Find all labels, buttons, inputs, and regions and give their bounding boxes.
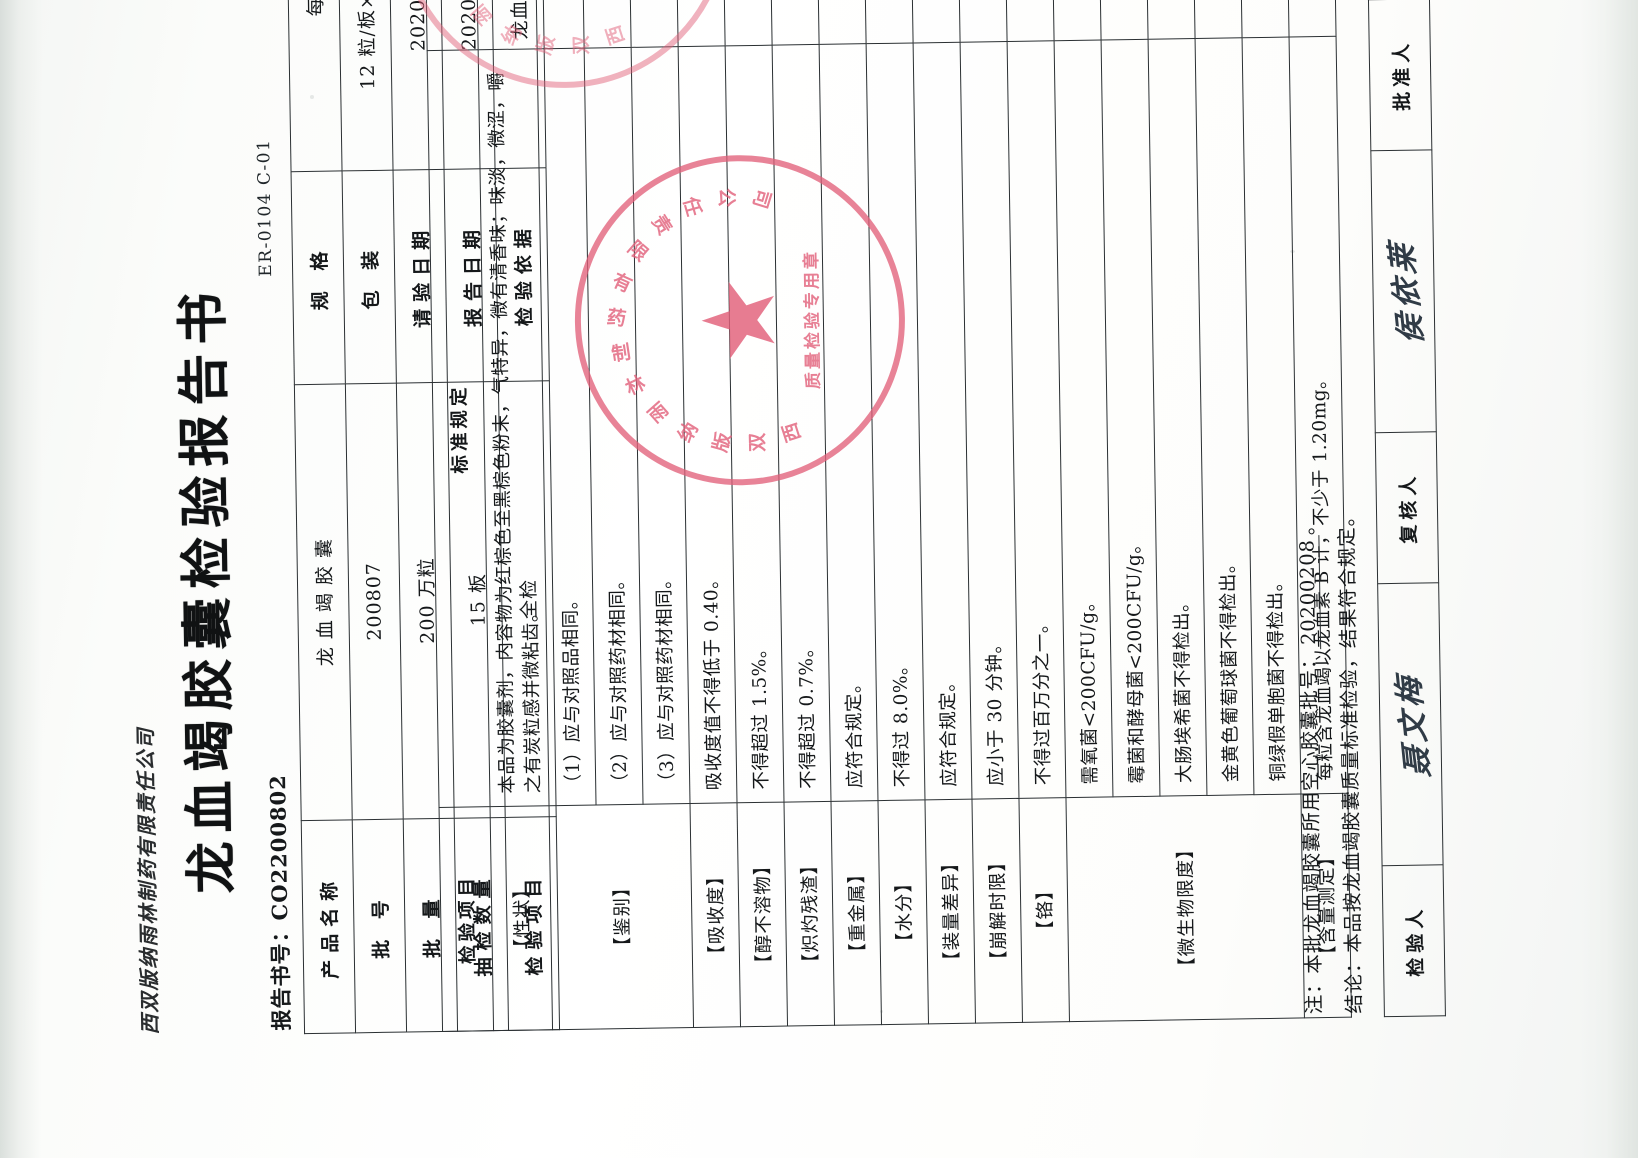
product-name-label: 产品名称 <box>301 820 356 1034</box>
scan-speck <box>880 1010 883 1013</box>
form-code: ER-0104 C-01 <box>254 138 277 277</box>
test-item-name: 【铬】 <box>1018 797 1070 1023</box>
test-result: 0.7% <box>720 0 773 47</box>
test-item-name: 【性状】 <box>490 805 553 1031</box>
signature-table: 检验人 聂文梅 复核人 侯依莱 批准人 李玉蓉 <box>1364 0 1446 1017</box>
reviewer-label: 复核人 <box>1375 431 1439 584</box>
scan-speck <box>1290 250 1295 253</box>
test-item-name: 【崩解时限】 <box>971 798 1023 1024</box>
test-result: <10CFU/g <box>1096 0 1149 41</box>
test-item-name: 【吸收度】 <box>690 802 741 1028</box>
report-title: 龙血竭胶囊检验报告书 <box>172 283 243 895</box>
product-name-value: 龙 血 竭 胶 囊 <box>294 383 353 821</box>
scan-edge-shadow-right <box>1580 0 1638 1158</box>
test-item-name: 【鉴别】 <box>549 803 694 1030</box>
spec-value: 每粒装 0.3 克 <box>284 0 343 172</box>
test-result: 符合规定 <box>908 0 961 44</box>
reviewer-signature: 侯依莱 <box>1370 149 1437 433</box>
batch-no-value: 200807 <box>345 382 404 821</box>
conclusion-label: 结论： <box>1341 952 1366 1014</box>
test-result: <10CFU/g <box>1049 0 1102 41</box>
test-result: 符合规定 <box>473 0 538 51</box>
note-text: 本批龙血竭胶囊所用空心胶囊批号： <box>1297 648 1326 974</box>
test-result: 符合规定 <box>532 0 585 50</box>
test-item-name: 【重金属】 <box>830 800 882 1026</box>
test-result: 符合规定 <box>1143 0 1196 40</box>
batch-no-label: 批 号 <box>352 819 407 1033</box>
test-result: 符合规定 <box>814 0 867 45</box>
test-result: 符合规定 <box>579 0 632 49</box>
test-item-name: 【装量差异】 <box>924 798 976 1024</box>
inspector-label: 检验人 <box>1382 864 1446 1017</box>
spec-label: 规 格 <box>291 170 346 385</box>
package-value: 12 粒/板×3 板/盒×200 盒/件 <box>335 0 394 171</box>
col-header-result: 检验结果 <box>422 0 479 51</box>
package-label: 包 装 <box>342 169 397 384</box>
handwritten-signature: 侯依莱 <box>1384 238 1431 345</box>
note-capsule-batch: 20200208 <box>1295 535 1322 650</box>
report-number-label: 报告书号： <box>267 920 295 1031</box>
test-result: 12 分钟 <box>955 0 1008 43</box>
scan-edge-shadow-left <box>0 0 42 1158</box>
test-result: 符合规定 <box>626 0 679 48</box>
test-result: 百万分之 0.3 <box>1002 0 1055 42</box>
results-table: 检验项目 标准规定 检验结果 【性状】本品为胶囊剂，内容物为红棕色至黑棕色粉末，… <box>422 0 1352 1032</box>
table-row: 检验人 聂文梅 复核人 侯依莱 批准人 李玉蓉 <box>1364 0 1446 1017</box>
test-item-name: 【炽灼残渣】 <box>783 801 835 1027</box>
test-result: 4.6% <box>861 0 914 44</box>
note-suffix: 。 <box>1295 514 1319 536</box>
test-result: 0.6% <box>767 0 820 46</box>
inspector-signature: 聂文梅 <box>1377 582 1444 866</box>
test-item-name: 【微生物限度】 <box>1065 793 1305 1022</box>
test-item-name: 【水分】 <box>877 799 929 1025</box>
company-name: 西双版纳雨林制药有限责任公司 <box>133 726 163 1035</box>
report-number-value: CO2200802 <box>265 774 293 921</box>
conclusion-text: 本品按龙血竭胶囊质量标准检验，结果符合规定。 <box>1334 506 1365 953</box>
col-header-item: 检验项目 <box>439 806 494 1032</box>
test-result: 符合规定 <box>1190 0 1243 39</box>
note-label: 注： <box>1302 973 1326 1015</box>
scan-speck <box>310 95 314 99</box>
test-result: 0.53 <box>673 0 726 47</box>
handwritten-signature: 聂文梅 <box>1390 671 1437 778</box>
document-sheet: 西双版纳雨林制药有限责任公司 龙血竭胶囊检验报告书 报告书号：CO2200802… <box>101 0 1537 1095</box>
test-item-name: 【醇不溶物】 <box>737 801 788 1027</box>
approver-label: 批准人 <box>1368 0 1432 151</box>
report-number: 报告书号：CO2200802 <box>262 774 296 1031</box>
